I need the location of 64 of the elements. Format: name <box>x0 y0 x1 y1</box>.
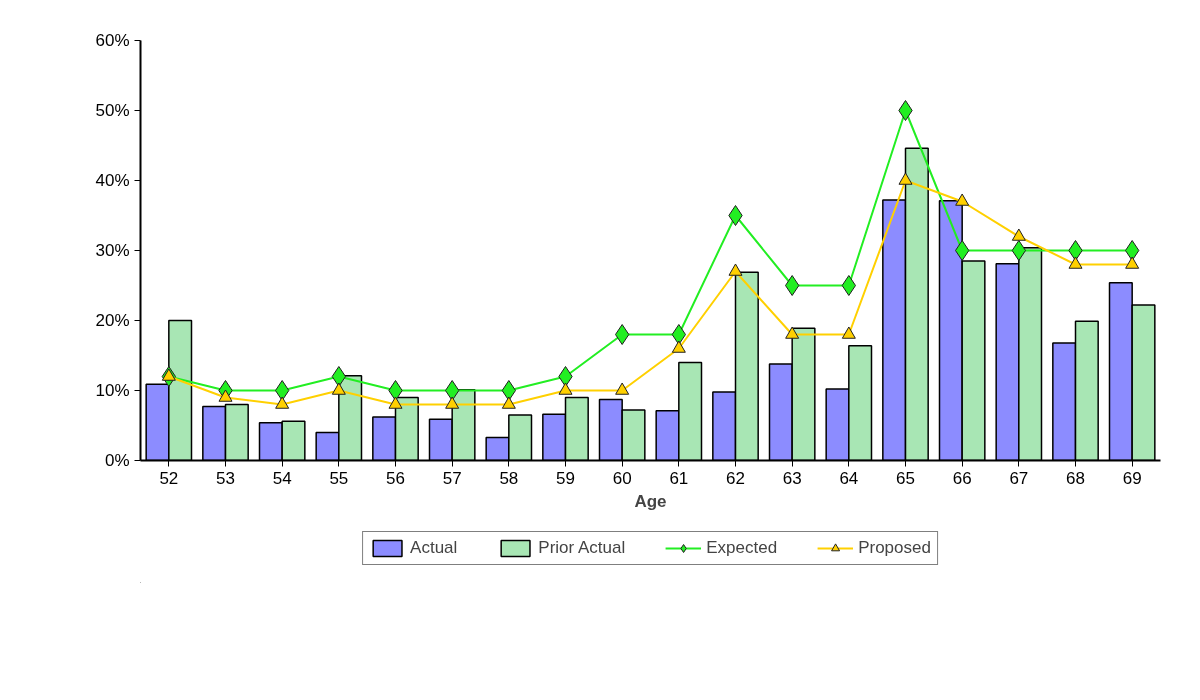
x-tick-label: 54 <box>272 468 292 488</box>
point <box>841 326 856 339</box>
point <box>1125 256 1140 269</box>
point <box>955 240 970 261</box>
legend-label: Prior Actual <box>538 538 626 558</box>
point <box>898 100 913 121</box>
legend-label: Actual <box>410 538 458 558</box>
x-tick-label: 68 <box>1066 468 1085 488</box>
x-tick-label: 66 <box>952 468 972 488</box>
point <box>445 396 460 409</box>
point <box>671 324 686 345</box>
point <box>388 380 403 401</box>
x-tick-label: 59 <box>556 468 575 488</box>
point <box>558 366 573 387</box>
point <box>671 340 686 353</box>
x-tick-label: 57 <box>442 468 462 488</box>
point <box>615 324 630 345</box>
point <box>615 382 630 395</box>
x-tick-label: 67 <box>1009 468 1029 488</box>
point <box>331 366 346 387</box>
x-tick-label: 55 <box>329 468 349 488</box>
legend-label: Expected <box>706 538 778 558</box>
point <box>331 382 346 395</box>
x-tick-label: 53 <box>216 468 235 488</box>
point <box>955 193 970 206</box>
point <box>841 275 856 296</box>
y-tick-label: 30% <box>95 241 130 260</box>
point <box>1011 240 1026 261</box>
point <box>445 380 460 401</box>
x-tick-label: 61 <box>669 468 689 488</box>
point <box>1068 256 1083 269</box>
point <box>785 275 800 296</box>
point <box>785 326 800 339</box>
y-tick-label: 50% <box>95 101 130 120</box>
point <box>1125 240 1140 261</box>
x-tick-label: 60 <box>612 468 632 488</box>
y-tick-label: 10% <box>95 381 130 400</box>
point <box>275 396 290 409</box>
y-tick-label: 40% <box>95 171 130 190</box>
x-tick-label: 63 <box>782 468 802 488</box>
x-tick-label: 64 <box>839 468 859 488</box>
point <box>1068 240 1083 261</box>
point <box>275 380 290 401</box>
point <box>161 368 176 381</box>
point <box>728 263 743 276</box>
point <box>218 389 233 402</box>
x-tick-label: 69 <box>1122 468 1142 488</box>
point <box>898 172 913 185</box>
x-tick-label: 52 <box>159 468 179 488</box>
x-tick-label: 56 <box>386 468 405 488</box>
x-axis-title: Age <box>634 491 667 511</box>
point <box>728 205 743 226</box>
point <box>388 396 403 409</box>
point <box>501 380 516 401</box>
y-tick-label: 60% <box>95 31 130 50</box>
x-tick-label: 58 <box>499 468 519 488</box>
x-tick-label: 62 <box>726 468 745 488</box>
y-tick-label: 0% <box>104 451 130 470</box>
x-tick-label: 65 <box>896 468 915 488</box>
point <box>501 396 516 409</box>
y-tick-label: 20% <box>95 311 130 330</box>
point <box>1011 228 1026 241</box>
legend-label: Proposed <box>858 538 931 558</box>
point <box>558 382 573 395</box>
